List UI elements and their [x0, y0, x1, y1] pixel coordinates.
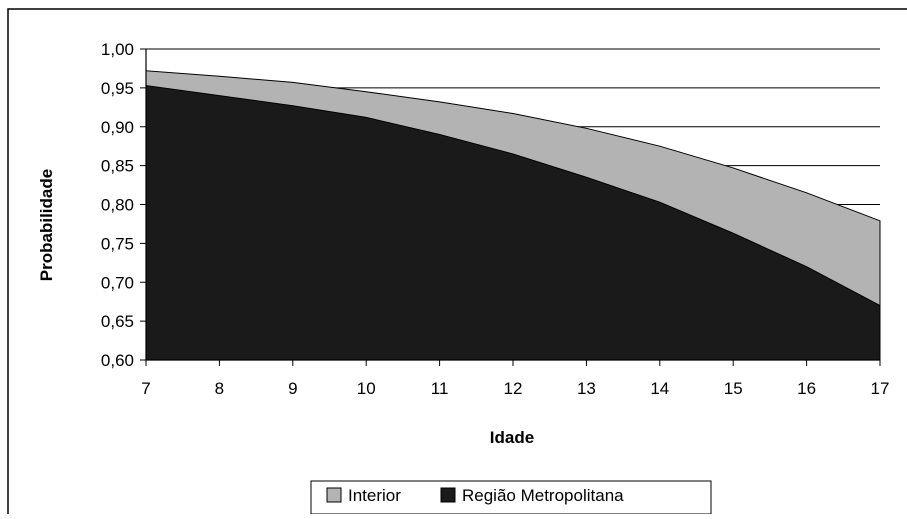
x-axis-title: Idade: [490, 428, 534, 447]
x-tick-label-5: 12: [504, 379, 523, 398]
legend-swatch-interior: [326, 487, 342, 503]
y-tick-label-6: 0,90: [101, 118, 134, 137]
x-tick-label-8: 15: [724, 379, 743, 398]
y-tick-label-2: 0,70: [101, 273, 134, 292]
x-tick-label-10: 17: [871, 379, 890, 398]
y-tick-label-7: 0,95: [101, 79, 134, 98]
x-tick-label-4: 11: [431, 379, 449, 398]
x-tick-label-9: 16: [797, 379, 816, 398]
y-tick-label-5: 0,85: [101, 157, 134, 176]
legend: Interior Região Metropolitana: [310, 480, 712, 515]
y-tick-label-3: 0,75: [101, 234, 134, 253]
y-ticks: 0,60 0,65 0,70 0,75 0,80 0,85 0,90 0,95 1,00: [101, 40, 146, 370]
legend-box: [310, 480, 712, 515]
x-ticks: 7 8 9 10 11 12 13 14 15 16 17: [141, 360, 889, 398]
x-tick-label-6: 13: [577, 379, 596, 398]
legend-label-interior: Interior: [348, 486, 401, 505]
y-tick-label-4: 0,80: [101, 196, 134, 215]
x-tick-label-3: 10: [357, 379, 376, 398]
y-axis-title: Probabilidade: [37, 169, 56, 281]
areas: [145, 70, 881, 361]
legend-label-regiao-metropolitana: Região Metropolitana: [462, 486, 624, 505]
x-tick-label-0: 7: [141, 379, 150, 398]
y-tick-label-1: 0,65: [101, 312, 134, 331]
area-series-regiao-metropolitana: [145, 84, 881, 361]
x-tick-label-2: 9: [288, 379, 297, 398]
x-tick-label-1: 8: [215, 379, 224, 398]
y-tick-label-8: 1,00: [101, 40, 134, 59]
x-tick-label-7: 14: [650, 379, 669, 398]
chart-frame: [7, 8, 907, 514]
y-tick-label-0: 0,60: [101, 351, 134, 370]
legend-swatch-regiao-metropolitana: [440, 487, 456, 503]
